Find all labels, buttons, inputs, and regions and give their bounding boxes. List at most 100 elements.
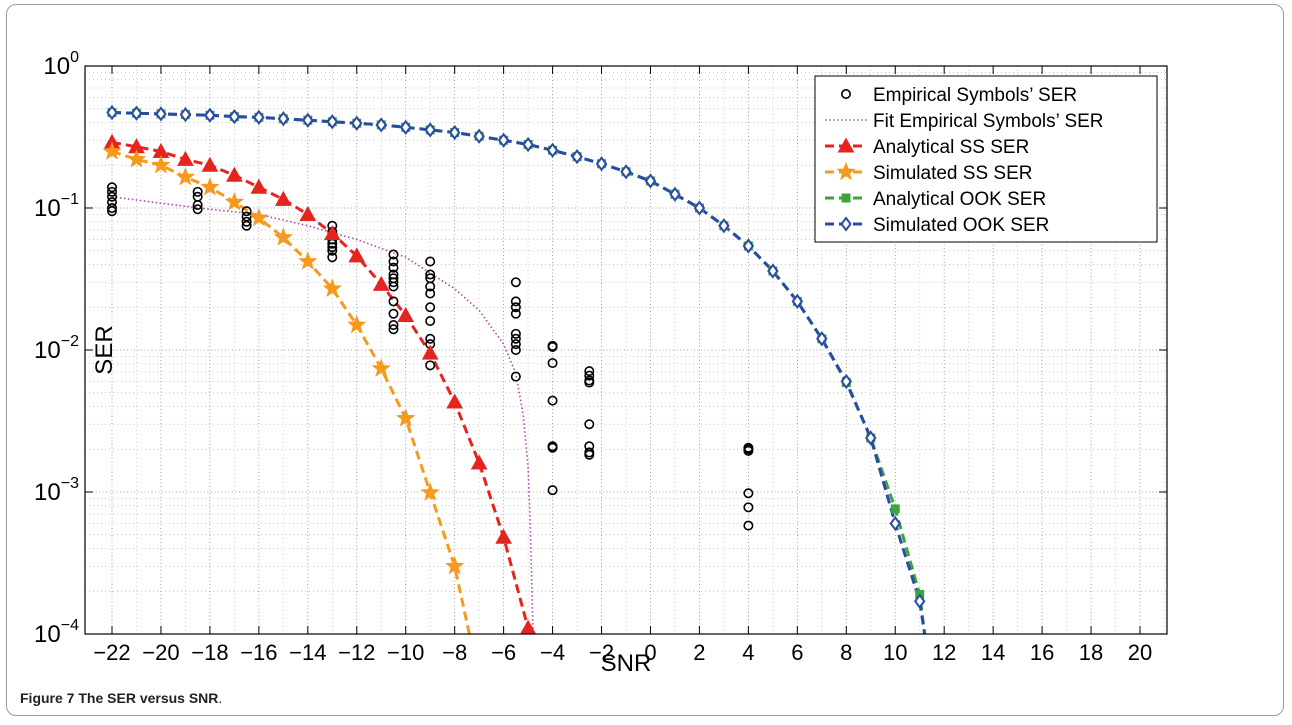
legend: Empirical Symbols’ SER Fit Empirical Symb… <box>814 75 1158 243</box>
data-point-simulated-ss-ser <box>347 314 367 334</box>
data-point-empirical-symbols-ser <box>241 216 252 227</box>
data-point-analytical-ss-ser <box>348 247 366 263</box>
x-tick-label: −16 <box>240 640 277 665</box>
legend-label-empirical-symbols-ser: Empirical Symbols’ SER <box>873 85 1077 106</box>
x-tick-label: −10 <box>387 640 424 665</box>
x-tick-label: 2 <box>693 640 705 665</box>
data-point-simulated-ook-ser <box>522 136 534 153</box>
data-point-simulated-ook-ser <box>865 430 877 446</box>
data-point-simulated-ook-ser <box>204 107 216 123</box>
x-tick-label: 18 <box>1079 640 1103 665</box>
data-point-simulated-ook-ser <box>546 142 559 158</box>
data-point-empirical-symbols-ser <box>107 191 118 202</box>
data-point-analytical-ook-ser <box>890 504 900 514</box>
data-point-simulated-ook-ser <box>913 593 926 609</box>
data-point-simulated-ss-ser <box>200 177 220 196</box>
x-tick-labels: −22 −20 −18 −16 −14 −12 −10 −8 −6 −4 −2 0 2 4 6 8 10 12 14… <box>93 640 1152 665</box>
data-point-empirical-symbols-ser <box>241 220 252 231</box>
data-point-empirical-symbols-ser <box>425 256 436 267</box>
x-tick-label: −4 <box>540 640 565 665</box>
data-point-analytical-ss-ser <box>446 393 464 409</box>
data-point-analytical-ss-ser <box>372 275 390 291</box>
data-point-empirical-symbols-ser <box>584 419 595 430</box>
legend-marker-simulated-ss-ser <box>836 161 856 181</box>
data-point-simulated-ook-ser <box>448 124 461 141</box>
y-tick-label: 10−1 <box>34 191 79 222</box>
data-point-simulated-ook-ser <box>106 104 118 121</box>
data-point-simulated-ook-ser <box>669 186 681 202</box>
data-point-empirical-symbols-ser <box>547 442 558 453</box>
data-point-simulated-ss-ser <box>249 207 269 227</box>
x-tick-label: 20 <box>1128 640 1152 665</box>
x-tick-label: −12 <box>338 640 375 665</box>
data-point-simulated-ook-ser <box>620 164 632 180</box>
data-point-empirical-symbols-ser <box>425 288 436 299</box>
data-point-simulated-ook-ser <box>816 331 828 347</box>
x-tick-label: −8 <box>442 640 467 665</box>
data-point-analytical-ss-ser <box>177 150 194 166</box>
series-line-simulated-ss-ser <box>111 150 471 634</box>
data-point-analytical-ss-ser <box>299 205 317 221</box>
figure-caption: Figure 7 The SER versus SNR. <box>20 690 222 706</box>
data-point-empirical-symbols-ser <box>388 324 399 335</box>
data-point-empirical-symbols-ser <box>192 204 203 215</box>
data-point-analytical-ss-ser <box>421 344 439 360</box>
data-point-empirical-symbols-ser <box>510 344 521 355</box>
x-axis-label: SNR <box>601 650 652 677</box>
legend-marker-analytical-ss-ser <box>837 137 855 153</box>
data-point-empirical-symbols-ser <box>107 206 118 217</box>
data-point-simulated-ook-ser <box>424 122 436 138</box>
y-tick-labels: 100 10−1 10−2 10−3 10−4 <box>34 49 79 648</box>
data-point-empirical-symbols-ser <box>107 182 118 193</box>
legend-marker-simulated-ook-ser <box>840 216 852 232</box>
x-tick-label: 12 <box>932 640 956 665</box>
data-point-simulated-ss-ser <box>445 556 465 575</box>
data-point-analytical-ss-ser <box>226 166 243 182</box>
data-point-analytical-ss-ser <box>323 225 341 241</box>
data-point-empirical-symbols-ser <box>584 449 595 460</box>
data-point-analytical-ss-ser <box>397 306 415 322</box>
data-point-empirical-symbols-ser <box>388 262 399 273</box>
data-point-simulated-ook-ser <box>351 115 363 131</box>
tick-marks <box>85 65 1167 635</box>
data-point-simulated-ss-ser <box>151 155 171 174</box>
data-point-simulated-ook-ser <box>718 218 730 234</box>
data-point-empirical-symbols-ser <box>107 203 118 214</box>
x-tick-label: 14 <box>981 640 1005 665</box>
data-point-empirical-symbols-ser <box>107 186 118 197</box>
x-tick-label: 10 <box>883 640 907 665</box>
data-point-empirical-symbols-ser <box>327 252 338 263</box>
data-point-empirical-symbols-ser <box>192 186 203 197</box>
data-point-simulated-ook-ser <box>693 200 706 216</box>
data-point-empirical-symbols-ser <box>510 339 521 350</box>
legend-label-simulated-ss-ser: Simulated SS SER <box>873 163 1032 184</box>
data-point-simulated-ook-ser <box>277 111 290 127</box>
data-point-simulated-ss-ser <box>126 149 147 168</box>
x-tick-label: −18 <box>191 640 228 665</box>
data-point-empirical-symbols-ser <box>388 249 399 260</box>
data-point-empirical-symbols-ser <box>388 308 399 319</box>
data-point-empirical-symbols-ser <box>510 333 521 344</box>
data-point-simulated-ook-ser <box>571 148 583 165</box>
data-point-empirical-symbols-ser <box>743 488 754 499</box>
minor-grid <box>85 66 1167 634</box>
data-point-empirical-symbols-ser <box>510 277 521 288</box>
data-point-simulated-ook-ser <box>179 106 192 123</box>
x-tick-label: −22 <box>93 640 130 665</box>
data-point-empirical-symbols-ser <box>241 206 252 217</box>
data-point-empirical-symbols-ser <box>327 245 338 256</box>
data-point-empirical-symbols-ser <box>584 366 595 377</box>
data-point-simulated-ook-ser <box>326 114 339 130</box>
x-tick-label: 4 <box>742 640 754 665</box>
data-point-empirical-symbols-ser <box>743 445 754 456</box>
data-point-simulated-ook-ser <box>767 263 779 279</box>
y-tick-label: 10−4 <box>34 617 79 648</box>
legend-box <box>814 75 1158 243</box>
x-tick-label: 16 <box>1030 640 1054 665</box>
data-point-simulated-ook-ser <box>399 119 412 135</box>
data-point-empirical-symbols-ser <box>547 485 558 496</box>
data-point-simulated-ook-ser <box>497 132 510 148</box>
data-point-simulated-ook-ser <box>130 105 143 121</box>
data-point-empirical-symbols-ser <box>547 395 558 406</box>
data-point-simulated-ook-ser <box>742 238 755 254</box>
